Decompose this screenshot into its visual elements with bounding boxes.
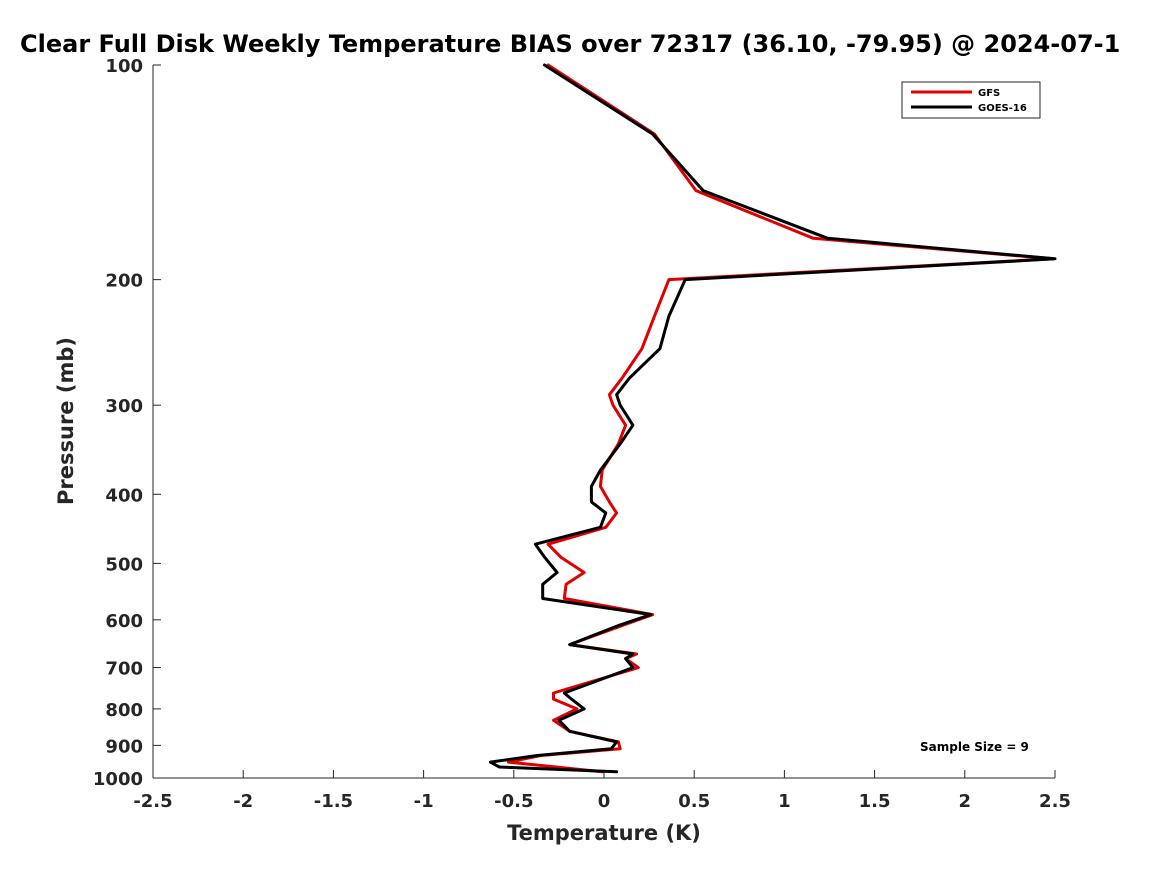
x-tick-label: -2 xyxy=(233,791,253,812)
x-axis-label: Temperature (K) xyxy=(507,821,701,845)
x-tick-label: 2.5 xyxy=(1039,791,1071,812)
y-tick-label: 1000 xyxy=(93,769,143,790)
legend-label-goes-16: GOES-16 xyxy=(978,103,1027,114)
y-tick-label: 900 xyxy=(105,736,143,757)
x-tick-label: 1.5 xyxy=(859,791,891,812)
x-tick-label: -1.5 xyxy=(314,791,353,812)
y-tick-label: 300 xyxy=(105,396,143,417)
y-tick-label: 400 xyxy=(105,485,143,506)
chart-title: Clear Full Disk Weekly Temperature BIAS … xyxy=(20,30,1120,58)
y-tick-label: 800 xyxy=(105,700,143,721)
legend-box xyxy=(901,81,1041,119)
legend-label-gfs: GFS xyxy=(978,88,1000,99)
x-tick-label: 0.5 xyxy=(678,791,710,812)
y-tick-label: 500 xyxy=(105,554,143,575)
plot-area: -2.5 -2 -1.5 -1 -0.5 0 0.5 1 1.5 2 2.5 100 200 300 400… xyxy=(93,56,1071,812)
y-tick-label: 600 xyxy=(105,611,143,632)
sample-size-annotation: Sample Size = 9 xyxy=(920,740,1029,754)
x-tick-label: -2.5 xyxy=(133,791,172,812)
y-tick-label: 200 xyxy=(105,271,143,292)
series-line-gfs xyxy=(506,63,1055,774)
y-tick-label: 700 xyxy=(105,659,143,680)
x-tick-label: 0 xyxy=(598,791,611,812)
x-tick-label: -0.5 xyxy=(494,791,533,812)
x-tick-label: 2 xyxy=(959,791,972,812)
x-tick-label: 1 xyxy=(778,791,791,812)
series-line-goes-16 xyxy=(488,63,1057,774)
y-tick-label: 100 xyxy=(105,56,143,77)
x-tick-label: -1 xyxy=(414,791,434,812)
y-axis-label: Pressure (mb) xyxy=(54,337,78,505)
